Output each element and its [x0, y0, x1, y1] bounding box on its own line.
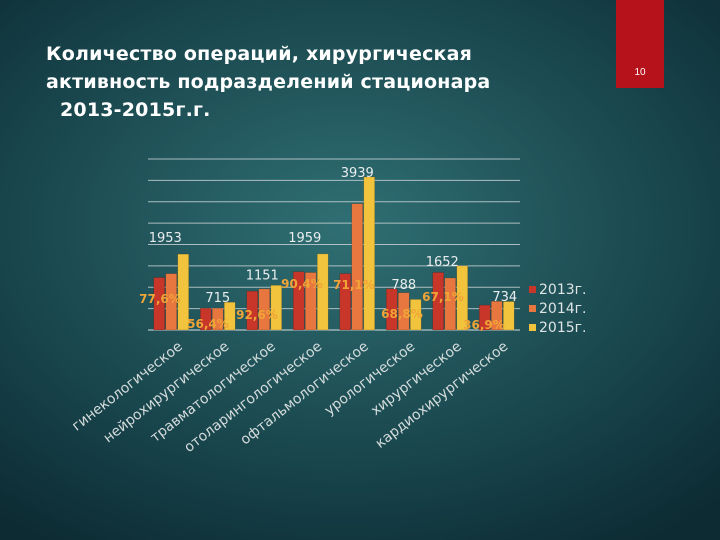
value-label: 788: [391, 278, 416, 293]
bar-2013-3: [292, 271, 305, 331]
bar-2015-5: [409, 299, 422, 331]
value-label: 715: [205, 291, 230, 306]
value-label: 3939: [341, 166, 374, 181]
legend-swatch-2015: [529, 324, 536, 331]
bar-2013-4: [339, 273, 352, 331]
bar-2015-6: [456, 265, 469, 331]
bar-2015-3: [316, 253, 329, 331]
bar-2014-3: [304, 272, 317, 331]
activity-label: 36,9%: [463, 318, 505, 332]
bar-2015-4: [363, 176, 376, 331]
legend-label: 2013г.: [539, 282, 586, 298]
activity-label: 71,1%: [333, 278, 375, 292]
legend-label: 2015г.: [539, 320, 586, 336]
value-label: 1959: [288, 231, 321, 246]
bar-2015-1: [223, 301, 236, 331]
bar-2013-2: [246, 290, 259, 331]
activity-label: 67,1%: [422, 290, 464, 304]
activity-label: 68,8%: [381, 307, 423, 321]
bar-2014-2: [258, 288, 271, 331]
legend-swatch-2013: [529, 286, 536, 293]
bar-2014-4: [351, 203, 364, 331]
slide-title: Количество операций, хирургическая актив…: [46, 40, 490, 124]
bar-2013-7: [478, 304, 491, 331]
bar-2014-7: [490, 300, 503, 331]
activity-label: 92,6%: [236, 308, 278, 322]
bar-2013-1: [199, 307, 212, 331]
value-label: 1953: [149, 231, 182, 246]
slide-title-line-3: 2013-2015г.г.: [60, 99, 211, 121]
bar-2015-2: [270, 284, 283, 331]
value-label: 734: [492, 290, 517, 305]
value-label: 1652: [426, 255, 459, 270]
value-label: 1151: [246, 268, 279, 283]
bar-2013-6: [432, 272, 445, 331]
bar-2014-0: [165, 273, 178, 331]
bar-2015-7: [502, 301, 515, 331]
activity-label: 56,4%: [187, 317, 229, 331]
bar-2013-5: [385, 288, 398, 331]
activity-label: 77,6%: [139, 292, 181, 306]
bar-2013-0: [153, 277, 166, 331]
page-number: 10: [634, 67, 646, 78]
legend-label: 2014г.: [539, 301, 586, 317]
page-number-tab: 10: [616, 0, 664, 88]
bar-2014-1: [211, 307, 224, 331]
bar-2014-6: [444, 277, 457, 331]
slide-title-line-1: Количество операций, хирургическая: [46, 43, 473, 65]
slide-title-line-2: активность подразделений стационара: [46, 71, 491, 93]
legend-swatch-2014: [529, 305, 536, 312]
activity-label: 90,4%: [281, 277, 323, 291]
bar-2015-0: [177, 253, 190, 331]
bar-2014-5: [397, 292, 410, 331]
